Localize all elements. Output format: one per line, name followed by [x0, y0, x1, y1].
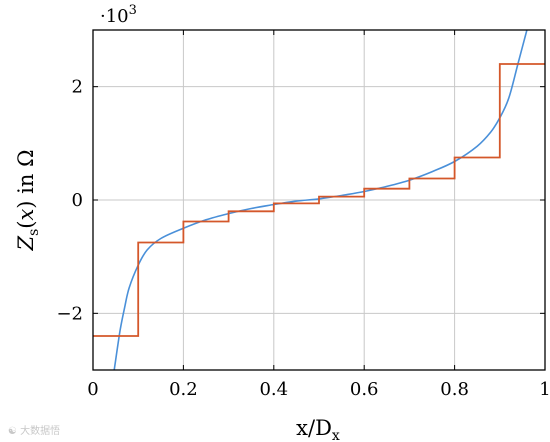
x-tick-label: 0 [87, 379, 98, 400]
y-multiplier-exp: 3 [129, 3, 137, 18]
x-tick-label: 0.2 [169, 379, 198, 400]
x-tick-label: 0.8 [440, 379, 469, 400]
watermark: ☯ 大数据悟 [8, 424, 60, 437]
x-tick-label: 0.4 [259, 379, 288, 400]
y-multiplier: ·103 [100, 3, 137, 27]
series-step-line [93, 63, 545, 337]
y-tick-label: −2 [56, 303, 83, 324]
y-tick-label: 0 [72, 190, 83, 211]
x-tick-label: 0.6 [350, 379, 379, 400]
plot-series [93, 30, 545, 370]
x-tick-label: 1 [539, 379, 550, 400]
axis-ticks: 0 0.2 0.4 0.6 0.8 1 −2 0 2 [56, 30, 550, 400]
x-axis-title: x/Dx [296, 416, 340, 442]
x-axis-title-sub: x [332, 428, 340, 442]
y-axis-title: Zs(x) in Ω [14, 149, 42, 251]
watermark-icon: ☯ [8, 426, 20, 437]
y-tick-label: 2 [72, 77, 83, 98]
